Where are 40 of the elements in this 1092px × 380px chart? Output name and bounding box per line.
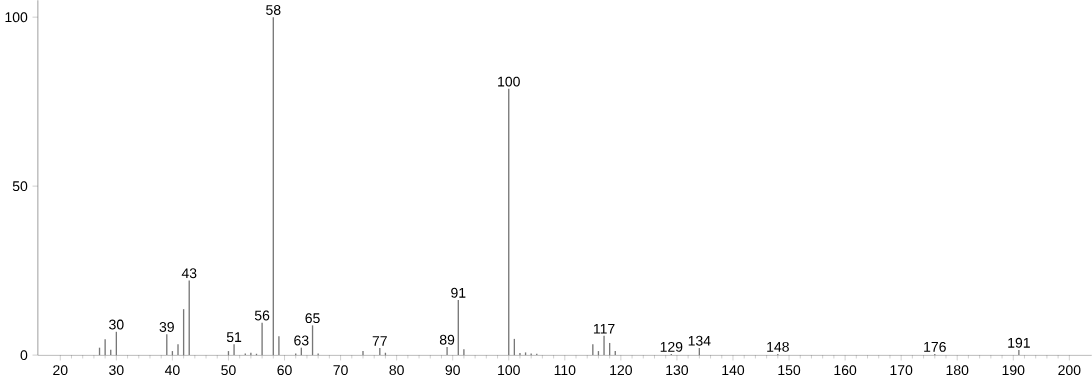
- x-tick-label: 90: [445, 365, 460, 376]
- x-tick-label: 100: [498, 365, 520, 376]
- x-tick-label: 170: [890, 365, 913, 376]
- x-tick-label: 30: [109, 365, 124, 376]
- annotation: 100: [498, 76, 520, 87]
- x-tick-label: 110: [554, 365, 576, 376]
- annotation: 63: [294, 335, 309, 346]
- annotation: 77: [372, 336, 387, 346]
- annotation: 148: [767, 342, 789, 353]
- annotation: 58: [266, 5, 281, 16]
- y-tick-label: 0: [20, 350, 28, 361]
- x-tick-label: 160: [834, 365, 857, 376]
- x-tick-label: 40: [164, 365, 180, 376]
- x-tick-label: 190: [1002, 365, 1025, 376]
- annotation: 89: [439, 335, 455, 345]
- x-tick-label: 20: [53, 365, 68, 376]
- x-tick-label: 200: [1058, 365, 1081, 376]
- x-tick-label: 150: [778, 365, 801, 376]
- annotation: 134: [688, 336, 711, 346]
- x-tick-label: 120: [610, 365, 632, 376]
- annotation: 51: [226, 332, 242, 343]
- x-tick-label: 50: [221, 365, 236, 376]
- x-tick-label: 80: [389, 365, 404, 376]
- x-tick-label: 180: [946, 365, 969, 376]
- annotation: 191: [1008, 338, 1030, 349]
- annotation: 56: [254, 310, 270, 321]
- annotation: 129: [660, 342, 683, 353]
- y-tick-label: 50: [12, 181, 28, 192]
- annotation: 91: [451, 288, 466, 299]
- y-tick-label: 100: [5, 12, 28, 23]
- annotation: 117: [593, 324, 615, 334]
- annotation: 30: [109, 319, 124, 330]
- annotation: 176: [924, 342, 946, 353]
- x-tick-label: 130: [666, 365, 689, 376]
- annotation: 43: [181, 268, 197, 279]
- x-tick-label: 70: [333, 365, 348, 376]
- annotation: 39: [159, 322, 174, 333]
- annotation: 65: [305, 313, 320, 324]
- x-tick-label: 140: [722, 365, 745, 376]
- x-tick-label: 60: [277, 365, 292, 376]
